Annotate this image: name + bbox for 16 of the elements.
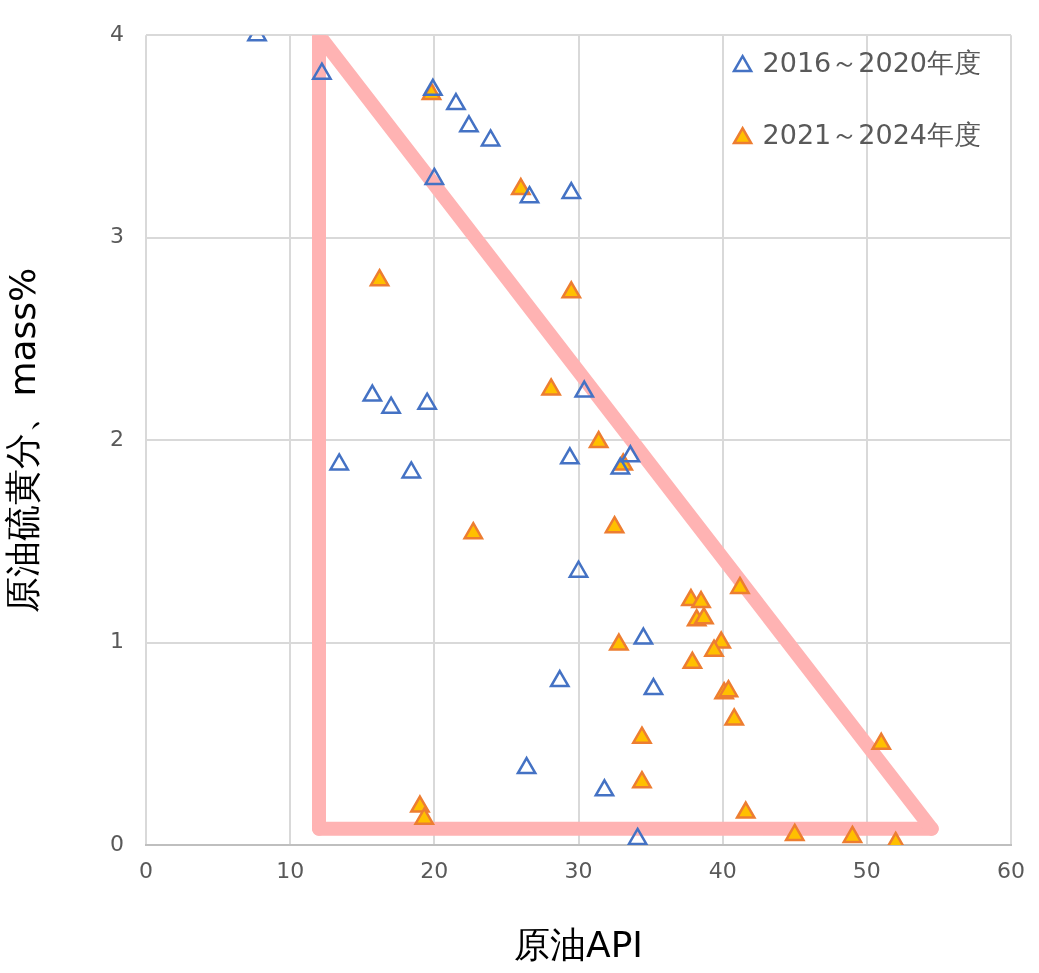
x-tick-label: 60 <box>997 857 1025 883</box>
x-tick-label: 20 <box>420 857 449 883</box>
x-tick-label: 50 <box>852 857 881 883</box>
legend-label: 2021～2024年度 <box>762 119 982 151</box>
x-tick-label: 30 <box>564 857 593 883</box>
y-tick-label: 0 <box>110 830 124 856</box>
y-tick-label: 1 <box>110 628 124 654</box>
y-tick-label: 2 <box>110 425 124 451</box>
legend-label: 2016～2020年度 <box>762 47 982 79</box>
y-axis-title: 原油硫黄分、mass% <box>1 267 43 613</box>
y-tick-label: 4 <box>110 20 124 46</box>
y-tick-label: 3 <box>110 223 124 249</box>
x-axis-title: 原油API <box>514 923 643 965</box>
x-tick-label: 0 <box>139 857 153 883</box>
x-tick-label: 40 <box>708 857 737 883</box>
x-tick-label: 10 <box>276 857 305 883</box>
